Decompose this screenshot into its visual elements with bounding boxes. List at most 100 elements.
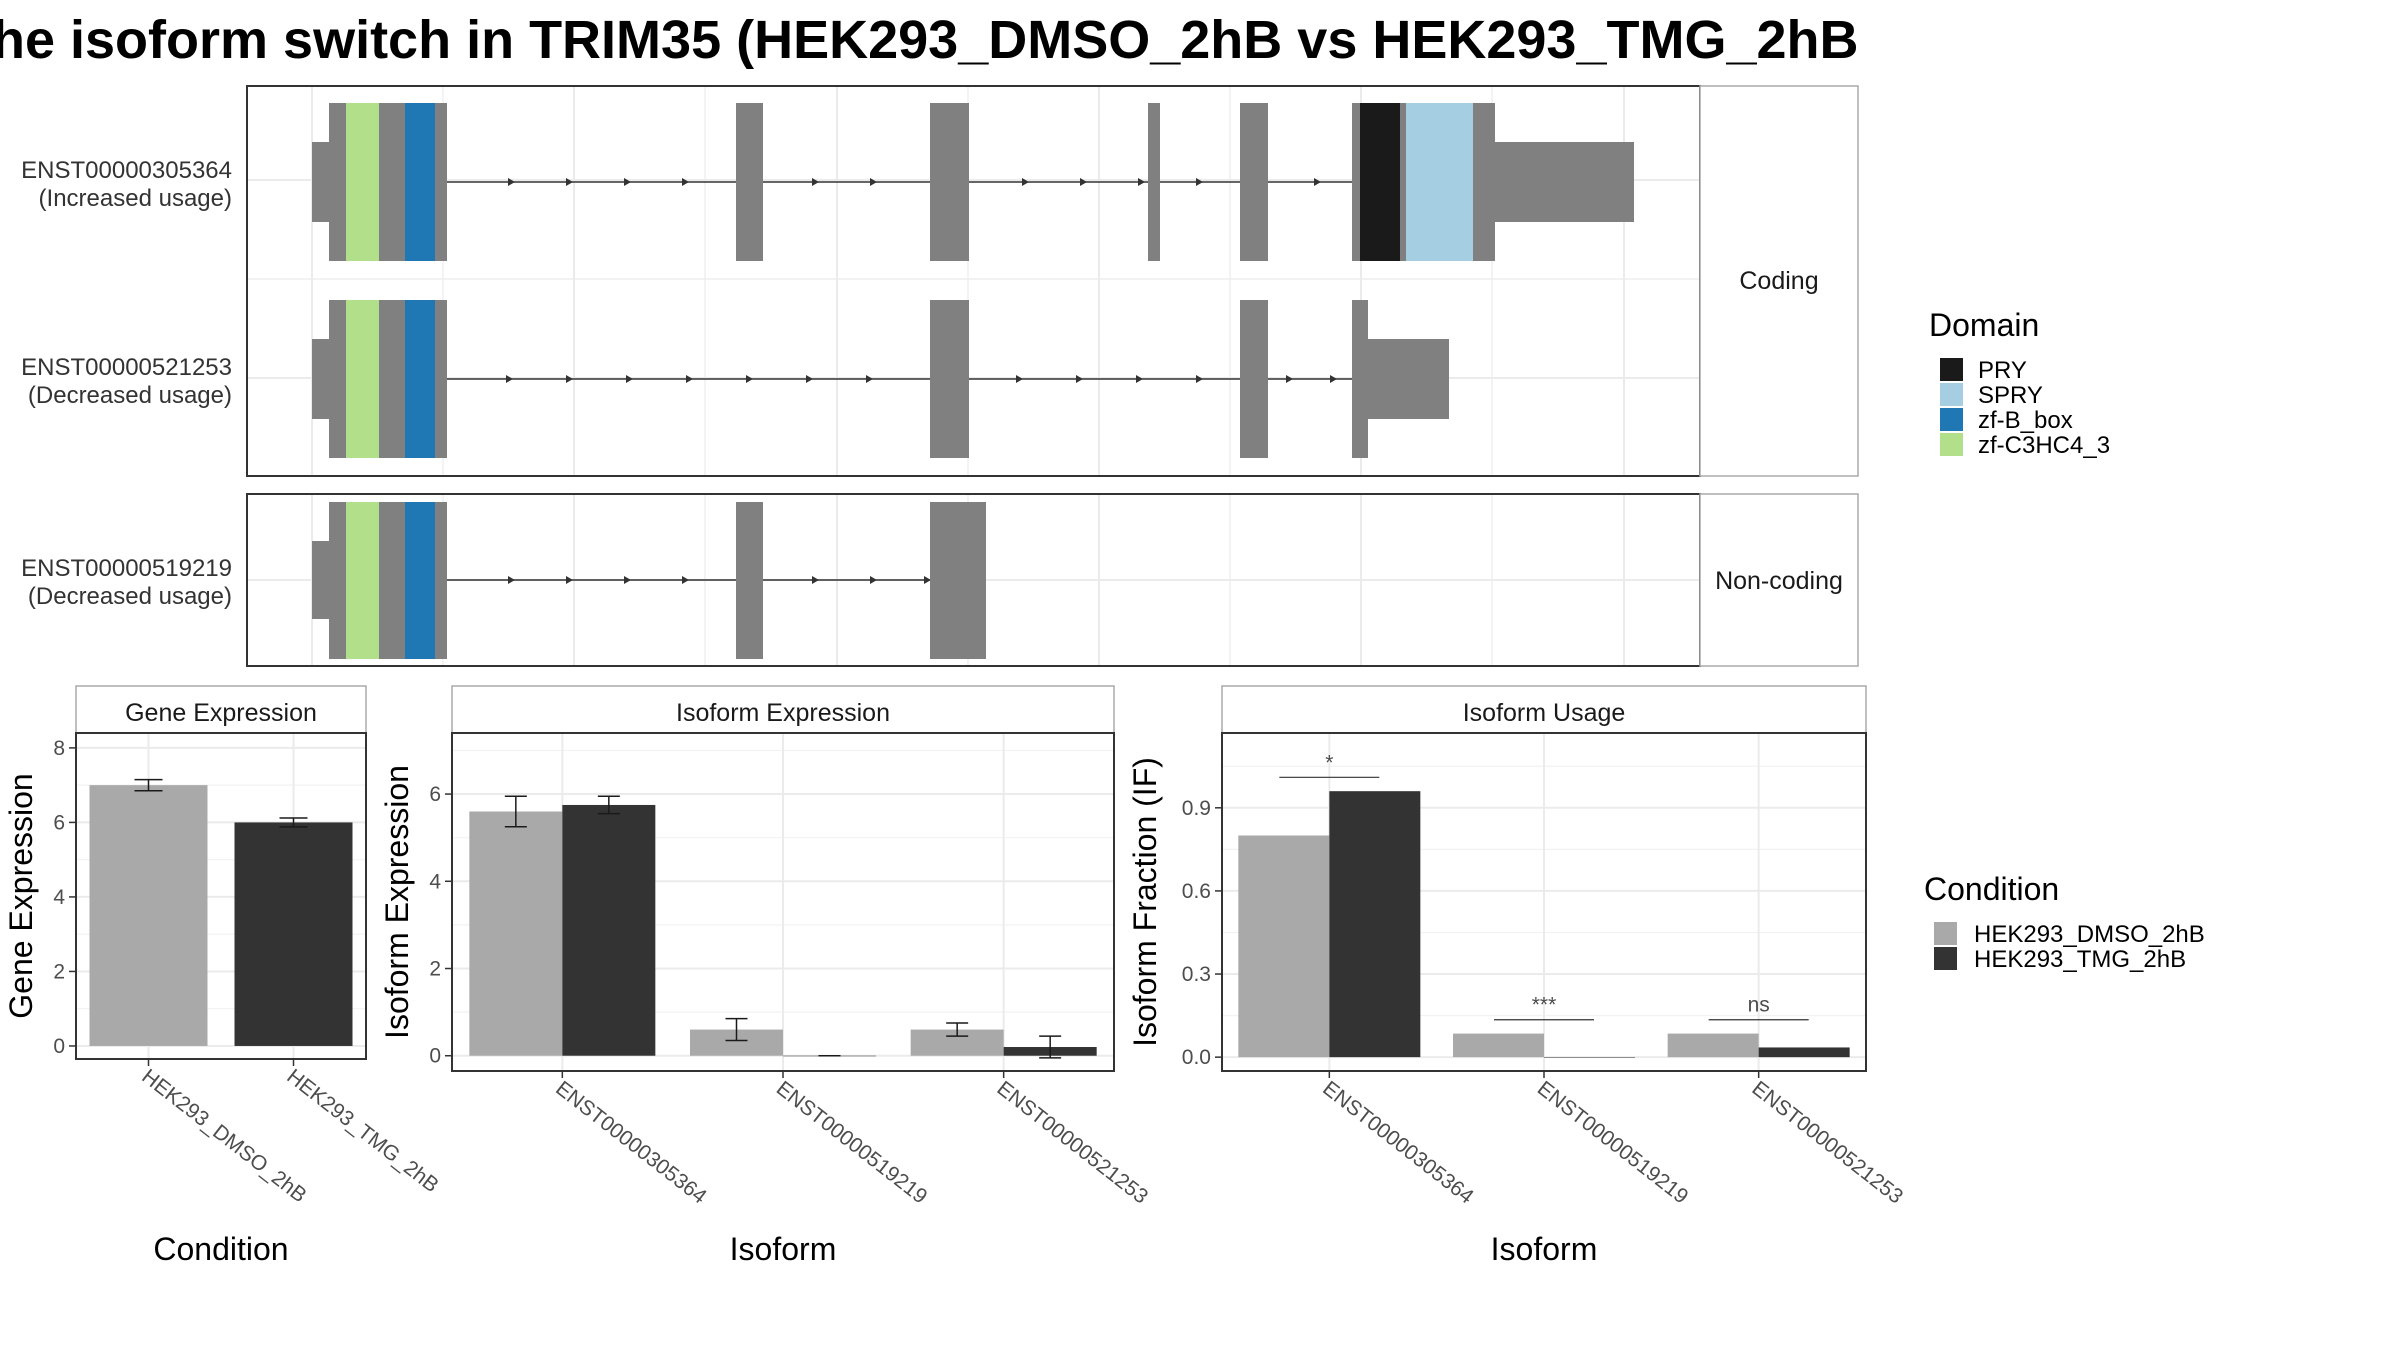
transcript-3-usage: (Decreased usage): [28, 583, 232, 610]
domain-legend-label-2: zf-B_box: [1978, 407, 2073, 434]
error-bar: [1039, 1035, 1062, 1059]
domain-pry: [1360, 103, 1400, 261]
x-axis-title: Isoform: [1491, 1231, 1598, 1267]
x-tick-label: ENST00000519219: [1533, 1077, 1693, 1209]
panel-strip: [451, 685, 1115, 734]
significance-label: ***: [1532, 994, 1557, 1017]
transcript-1-exon-3: [930, 103, 969, 261]
domain-legend-key-0: [1940, 358, 1963, 381]
transcript-1-utr5: [312, 142, 330, 222]
noncoding-facet: Non-coding: [246, 493, 1859, 667]
coding-strip-label: Coding: [1739, 267, 1818, 295]
y-tick-label: 0: [53, 1035, 65, 1058]
bar-ENST00000521253-0: [1667, 1033, 1759, 1058]
bar-ENST00000305364-1: [562, 804, 656, 1056]
significance-label: *: [1325, 751, 1333, 774]
panel-strip: [75, 685, 367, 734]
domain-zf-c3hc4-3: [346, 103, 379, 261]
noncoding-strip-label: Non-coding: [1715, 567, 1843, 595]
error-bar: [597, 795, 620, 815]
panel-1: Gene Expression 0 2 4 6 8 HEK293_DMSO_2hBHEK29…: [3, 685, 443, 1267]
error-bar: [279, 817, 308, 828]
bar-ENST00000305364-0: [1238, 835, 1330, 1058]
condition-legend-title: Condition: [1924, 871, 2059, 907]
y-tick-label: 0.3: [1182, 963, 1211, 986]
bar-ENST00000519219-1: [1544, 1057, 1635, 1058]
panel-title: Isoform Expression: [676, 699, 890, 727]
y-tick-label: 6: [429, 783, 441, 806]
y-tick-label: 0.0: [1182, 1046, 1211, 1069]
y-tick-label: 4: [429, 870, 441, 893]
significance-label: ns: [1748, 994, 1770, 1017]
domain-legend-key-3: [1940, 433, 1963, 456]
condition-legend-label-0: HEK293_DMSO_2hB: [1974, 921, 2205, 948]
transcript-2-id: ENST00000521253: [21, 354, 232, 381]
y-axis-title: Isoform Fraction (IF): [1127, 757, 1163, 1047]
transcript-2-exon-2: [930, 300, 969, 458]
panel-title: Gene Expression: [125, 699, 317, 727]
noncoding-strip: [1699, 493, 1859, 667]
transcript-2-exon-4: [1352, 300, 1368, 458]
bar-ENST00000305364-0: [469, 811, 563, 1056]
transcript-1-id: ENST00000305364: [21, 157, 232, 184]
transcript-1-exon-2: [736, 103, 763, 261]
x-tick-label: ENST00000521253: [1748, 1077, 1908, 1209]
domain-legend-label-0: PRY: [1978, 357, 2027, 384]
bar-ENST00000305364-1: [1329, 791, 1421, 1058]
transcript-labels: ENST00000305364 (Increased usage) ENST00…: [21, 157, 232, 610]
transcript-2-usage: (Decreased usage): [28, 382, 232, 409]
transcript-1-utr3: [1494, 142, 1634, 222]
domain-legend-key-2: [1940, 408, 1963, 431]
x-tick-label: ENST00000519219: [772, 1077, 932, 1209]
transcript-3-utr5: [312, 541, 330, 619]
y-tick-label: 0.9: [1182, 797, 1211, 820]
panel-strip: [1221, 685, 1867, 734]
y-axis-title: Isoform Expression: [379, 765, 415, 1039]
transcript-1-model: [312, 103, 1634, 261]
x-tick-label: ENST00000305364: [551, 1077, 711, 1209]
transcript-3-exon-2: [736, 502, 763, 659]
error-bar: [504, 795, 527, 828]
transcript-3-exon-3: [930, 502, 986, 659]
domain-legend-title: Domain: [1929, 307, 2039, 343]
y-tick-label: 8: [53, 737, 65, 760]
y-axis-title: Gene Expression: [3, 773, 39, 1018]
condition-legend-label-1: HEK293_TMG_2hB: [1974, 946, 2186, 973]
y-tick-label: 2: [429, 958, 441, 981]
domain-zf-c3hc4-3-t3: [346, 502, 379, 659]
panel-2: Isoform Expression 0 2 4 6 ENST00000305364 ENS…: [379, 685, 1152, 1267]
domain-zf-c3hc4-3-t2: [346, 300, 379, 458]
domain-zf-b-box: [405, 103, 435, 261]
domain-legend-key-1: [1940, 383, 1963, 406]
transcript-2-utr5: [312, 339, 330, 419]
domain-zf-b-box-t3: [405, 502, 435, 659]
transcript-2-exon-3: [1240, 300, 1268, 458]
y-tick-label: 2: [53, 960, 65, 983]
bar-HEK293_DMSO_2hB: [89, 785, 208, 1046]
transcript-2-utr3: [1367, 339, 1449, 419]
y-tick-label: 4: [53, 886, 65, 909]
figure-title: he isoform switch in TRIM35 (HEK293_DMSO…: [0, 10, 1859, 70]
transcript-1-exon-5: [1240, 103, 1268, 261]
y-tick-label: 6: [53, 811, 65, 834]
panel-border: [75, 732, 367, 1060]
bar-HEK293_TMG_2hB: [234, 822, 353, 1046]
error-bar: [946, 1022, 969, 1037]
y-tick-label: 0: [429, 1045, 441, 1068]
x-axis-title: Isoform: [730, 1231, 837, 1267]
transcript-2-model: [312, 300, 1449, 458]
transcript-1-exon-4: [1148, 103, 1160, 261]
domain-zf-b-box-t2: [405, 300, 435, 458]
x-axis-title: Condition: [153, 1231, 288, 1267]
transcript-3-intron-arrows: [508, 576, 931, 584]
transcript-3-id: ENST00000519219: [21, 555, 232, 582]
coding-strip: [1699, 85, 1859, 477]
transcript-3-model: [312, 502, 986, 659]
transcript-2-intron-arrows: [506, 375, 1337, 383]
bar-ENST00000519219-0: [1453, 1033, 1544, 1058]
panel-title: Isoform Usage: [1463, 699, 1626, 727]
